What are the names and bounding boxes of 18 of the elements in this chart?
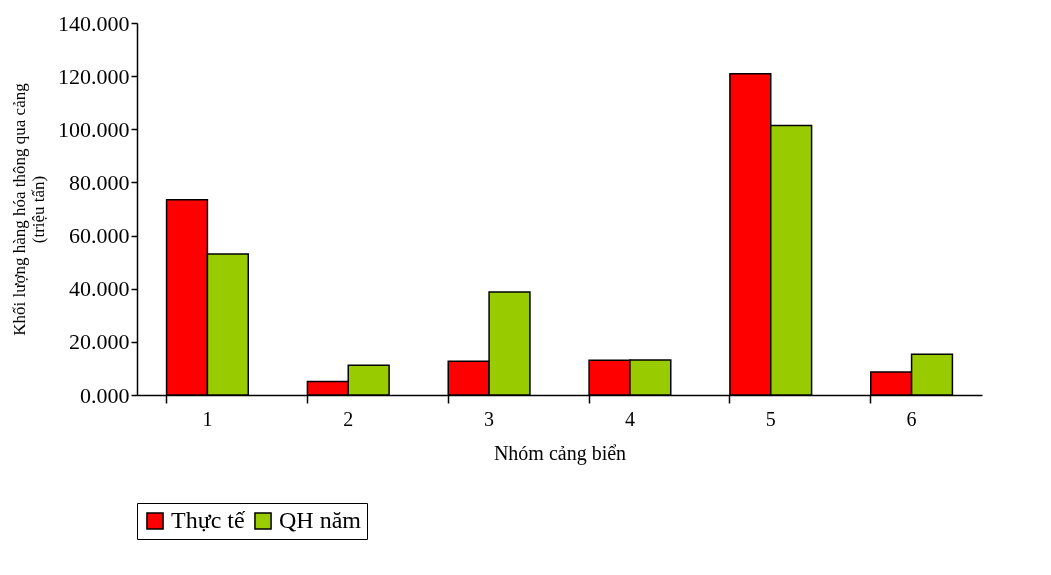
x-tick-label: 3 <box>484 407 495 430</box>
y-axis-title: Khối lượng hàng hóa thông qua cảng (triệu tấn) <box>10 82 48 336</box>
y-tick-label: 20.000 <box>69 329 130 355</box>
x-axis-title: Nhóm cảng biển <box>493 441 627 465</box>
y-tick-label: 0.000 <box>80 382 130 408</box>
x-tick-label: 5 <box>765 407 776 430</box>
y-tick-label: 80.000 <box>69 169 130 195</box>
y-tick-label: 60.000 <box>69 223 130 249</box>
x-tick-label: 4 <box>624 407 635 430</box>
y-tick-label: 40.000 <box>69 276 130 302</box>
x-tick-label: 1 <box>202 407 213 430</box>
x-tick-label: 6 <box>906 407 917 430</box>
legend-label: QH năm <box>279 507 362 533</box>
x-tick-label: 2 <box>343 407 354 430</box>
y-tick-label: 100.000 <box>58 116 130 142</box>
y-tick-label: 140.000 <box>58 10 130 36</box>
y-tick-label: 120.000 <box>58 63 130 89</box>
legend-label: Thực tế <box>171 507 246 533</box>
